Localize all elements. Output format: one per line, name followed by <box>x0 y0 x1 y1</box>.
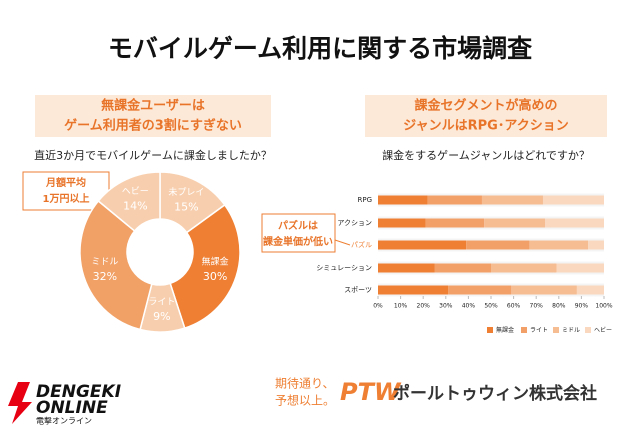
slice-value: 9% <box>153 310 170 323</box>
heading-box <box>35 95 271 137</box>
annotation: 月額平均 <box>45 176 86 189</box>
x-tick-label: 80% <box>552 303 566 310</box>
bar-segment <box>378 263 435 273</box>
category-label: スポーツ <box>344 286 372 294</box>
tagline: 期待通り、 <box>275 377 335 391</box>
bar-segment <box>529 240 589 250</box>
slice-label: 無課金 <box>202 255 229 267</box>
legend-swatch <box>521 327 527 333</box>
x-tick-label: 90% <box>575 303 589 310</box>
bar-segment <box>545 218 604 228</box>
bar-segment <box>378 195 428 205</box>
tagline: 予想以上。 <box>275 393 335 408</box>
bar-segment <box>511 285 577 295</box>
bar-segment <box>425 218 485 228</box>
heading-box <box>365 95 607 137</box>
legend-label: ライト <box>530 327 548 334</box>
bar-segment <box>556 263 604 273</box>
legend-swatch <box>487 327 493 333</box>
x-tick-label: 40% <box>462 303 476 310</box>
slice-label: ライト <box>148 296 175 307</box>
bar-segment <box>491 263 557 273</box>
legend-swatch <box>585 327 591 333</box>
annotation-box <box>22 171 110 211</box>
category-label: シミュレーション <box>316 264 372 272</box>
x-tick-label: 0% <box>373 303 383 310</box>
slice-value: 30% <box>203 270 227 283</box>
brand: PTW <box>340 378 402 406</box>
annotation-pointer <box>334 239 351 246</box>
legend-label: ヘビー <box>594 326 612 334</box>
category-label: パズル <box>351 240 372 249</box>
x-tick-label: 70% <box>530 303 544 310</box>
bar-segment <box>427 195 482 205</box>
bar-segment <box>378 218 426 228</box>
logo-text: DENGEKI <box>36 382 121 402</box>
logo-bolt <box>8 382 32 424</box>
pie-slice <box>79 199 153 331</box>
logo-text: 電撃オンライン <box>36 416 92 426</box>
slice-value: 14% <box>123 200 147 213</box>
heading: 課金セグメントが高めの <box>414 98 557 114</box>
heading: 無課金ユーザーは <box>101 98 205 114</box>
slice-label: ミドル <box>91 257 118 267</box>
bar-segment <box>466 240 530 250</box>
logo-text: ONLINE <box>36 398 108 418</box>
bar-segment <box>448 285 512 295</box>
pie-slice <box>169 203 241 330</box>
category-label: RPG <box>357 196 372 204</box>
legend-label: ミドル <box>562 327 580 334</box>
x-tick-label: 20% <box>417 303 431 310</box>
slice-label: 未プレイ <box>168 186 204 198</box>
pie-slice <box>97 171 161 233</box>
slice-value: 32% <box>93 270 117 283</box>
heading: ジャンルはRPG･アクション <box>403 119 568 134</box>
bar-segment <box>576 285 604 295</box>
company: ポールトゥウィン株式会社 <box>393 383 597 404</box>
x-tick-label: 10% <box>394 303 408 310</box>
annotation-box <box>261 213 336 253</box>
bar-segment <box>481 195 543 205</box>
x-tick-label: 30% <box>439 303 453 310</box>
bar-segment <box>588 240 604 250</box>
slice-label: ヘビー <box>122 186 149 197</box>
x-tick-label: 60% <box>507 303 521 310</box>
bar-segment <box>378 240 467 250</box>
legend-label: 無課金 <box>496 326 514 334</box>
heading: ゲーム利用者の3割にすぎない <box>64 118 242 134</box>
question: 課金をするゲームジャンルはどれですか？ <box>382 148 590 162</box>
bar-segment <box>484 218 546 228</box>
question: 直近3か月でモバイルゲームに課金しましたか？ <box>34 148 272 162</box>
slide-title: モバイルゲーム利用に関する市場調査 <box>108 34 532 63</box>
annotation: 1万円以上 <box>43 192 90 205</box>
bar-segment <box>434 263 491 273</box>
x-tick-label: 100% <box>595 303 612 310</box>
legend-swatch <box>553 327 559 333</box>
x-tick-label: 50% <box>484 303 498 310</box>
annotation: パズルは <box>278 219 318 232</box>
category-label: アクション <box>337 219 372 227</box>
slice-value: 15% <box>174 200 198 213</box>
annotation: 課金単価が低い <box>263 235 333 248</box>
bar-segment <box>378 285 449 295</box>
bar-segment <box>542 195 604 205</box>
